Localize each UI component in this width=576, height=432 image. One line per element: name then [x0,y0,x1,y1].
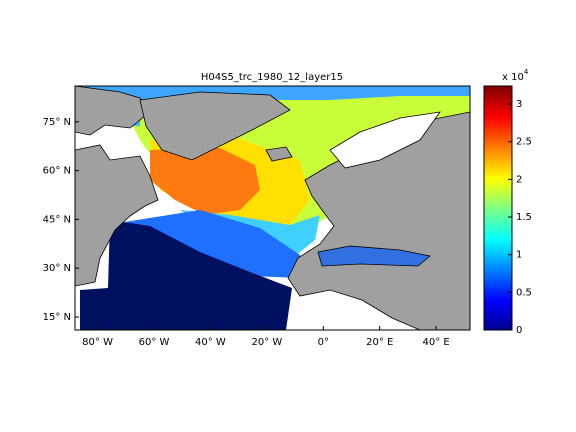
y-tick-label: 15° N [43,312,71,323]
colorbar-tick-label: 2 [516,174,522,185]
colorbar-tick-label: 1.5 [516,212,532,223]
colorbar-scale: x 104 [502,68,529,83]
colorbar-scale-exponent: 4 [524,68,529,76]
axes-box [74,85,471,331]
land [75,86,470,330]
x-tick-label: 60° W [139,337,170,348]
colorbar-tick-label: 0.5 [516,287,532,298]
y-tick-label: 60° N [43,166,71,177]
map-title: H04S5_trc_1980_12_layer15 [201,72,343,83]
x-tick-label: 40° E [423,337,450,348]
x-tick-label: 40° W [195,337,226,348]
colorbar-tick-label: 0 [516,325,522,336]
colorbar-tick-label: 3 [516,99,522,110]
y-tick-label: 75° N [43,117,71,128]
x-tick-label: 80° W [82,337,113,348]
colorbar-tick-label: 1 [516,250,522,261]
x-tick-label: 20° E [366,337,393,348]
colorbar-tick-label: 2.5 [516,137,532,148]
y-tick-label: 45° N [43,214,71,225]
colorbar-scale-base: x 10 [502,72,524,83]
x-tick-label: 0° [318,337,329,348]
colorbar [483,85,513,331]
x-tick-label: 20° W [251,337,282,348]
y-tick-label: 30° N [43,263,71,274]
